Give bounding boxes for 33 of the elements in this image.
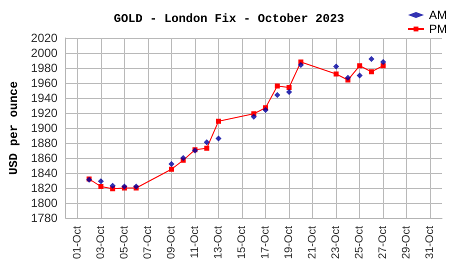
x-tick-label: 19-Oct xyxy=(283,226,296,260)
x-tick-label: 27-Oct xyxy=(377,226,390,260)
y-tick-label: 1960 xyxy=(30,76,58,90)
x-tick-label: 11-Oct xyxy=(188,226,201,258)
y-tick-label: 1780 xyxy=(30,211,58,225)
y-tick-label: 1940 xyxy=(30,91,58,105)
x-tick-label: 25-Oct xyxy=(354,226,366,260)
legend-label: AM xyxy=(429,8,448,22)
chart-title: GOLD - London Fix - October 2023 xyxy=(114,12,344,26)
y-tick-label: 1980 xyxy=(30,61,58,75)
y-tick-label: 1900 xyxy=(30,121,58,135)
x-tick-label: 05-Oct xyxy=(118,226,130,260)
y-tick-label: 2020 xyxy=(30,31,58,45)
legend-label: PM xyxy=(429,22,448,36)
y-axis-title: USD per ounce xyxy=(7,81,21,175)
x-tick-label: 17-Oct xyxy=(260,226,272,260)
x-tick-label: 31-Oct xyxy=(424,226,436,260)
x-tick-label: 13-Oct xyxy=(212,226,225,260)
y-tick-label: 1840 xyxy=(30,166,58,180)
y-tick-label: 1860 xyxy=(30,151,58,165)
x-tick-label: 29-Oct xyxy=(400,226,413,260)
y-tick-label: 1880 xyxy=(30,136,58,150)
y-tick-label: 1820 xyxy=(30,181,58,195)
y-tick-label: 1800 xyxy=(30,196,58,210)
x-tick-label: 21-Oct xyxy=(306,226,319,260)
x-tick-label: 07-Oct xyxy=(142,226,154,260)
x-tick-label: 03-Oct xyxy=(94,226,107,260)
y-tick-label: 1920 xyxy=(30,106,58,120)
y-tick-label: 2000 xyxy=(30,46,58,60)
x-tick-label: 09-Oct xyxy=(165,226,178,260)
x-tick-label: 15-Oct xyxy=(236,226,248,260)
x-tick-label: 01-Oct xyxy=(71,226,84,260)
x-tick-label: 23-Oct xyxy=(330,226,342,260)
